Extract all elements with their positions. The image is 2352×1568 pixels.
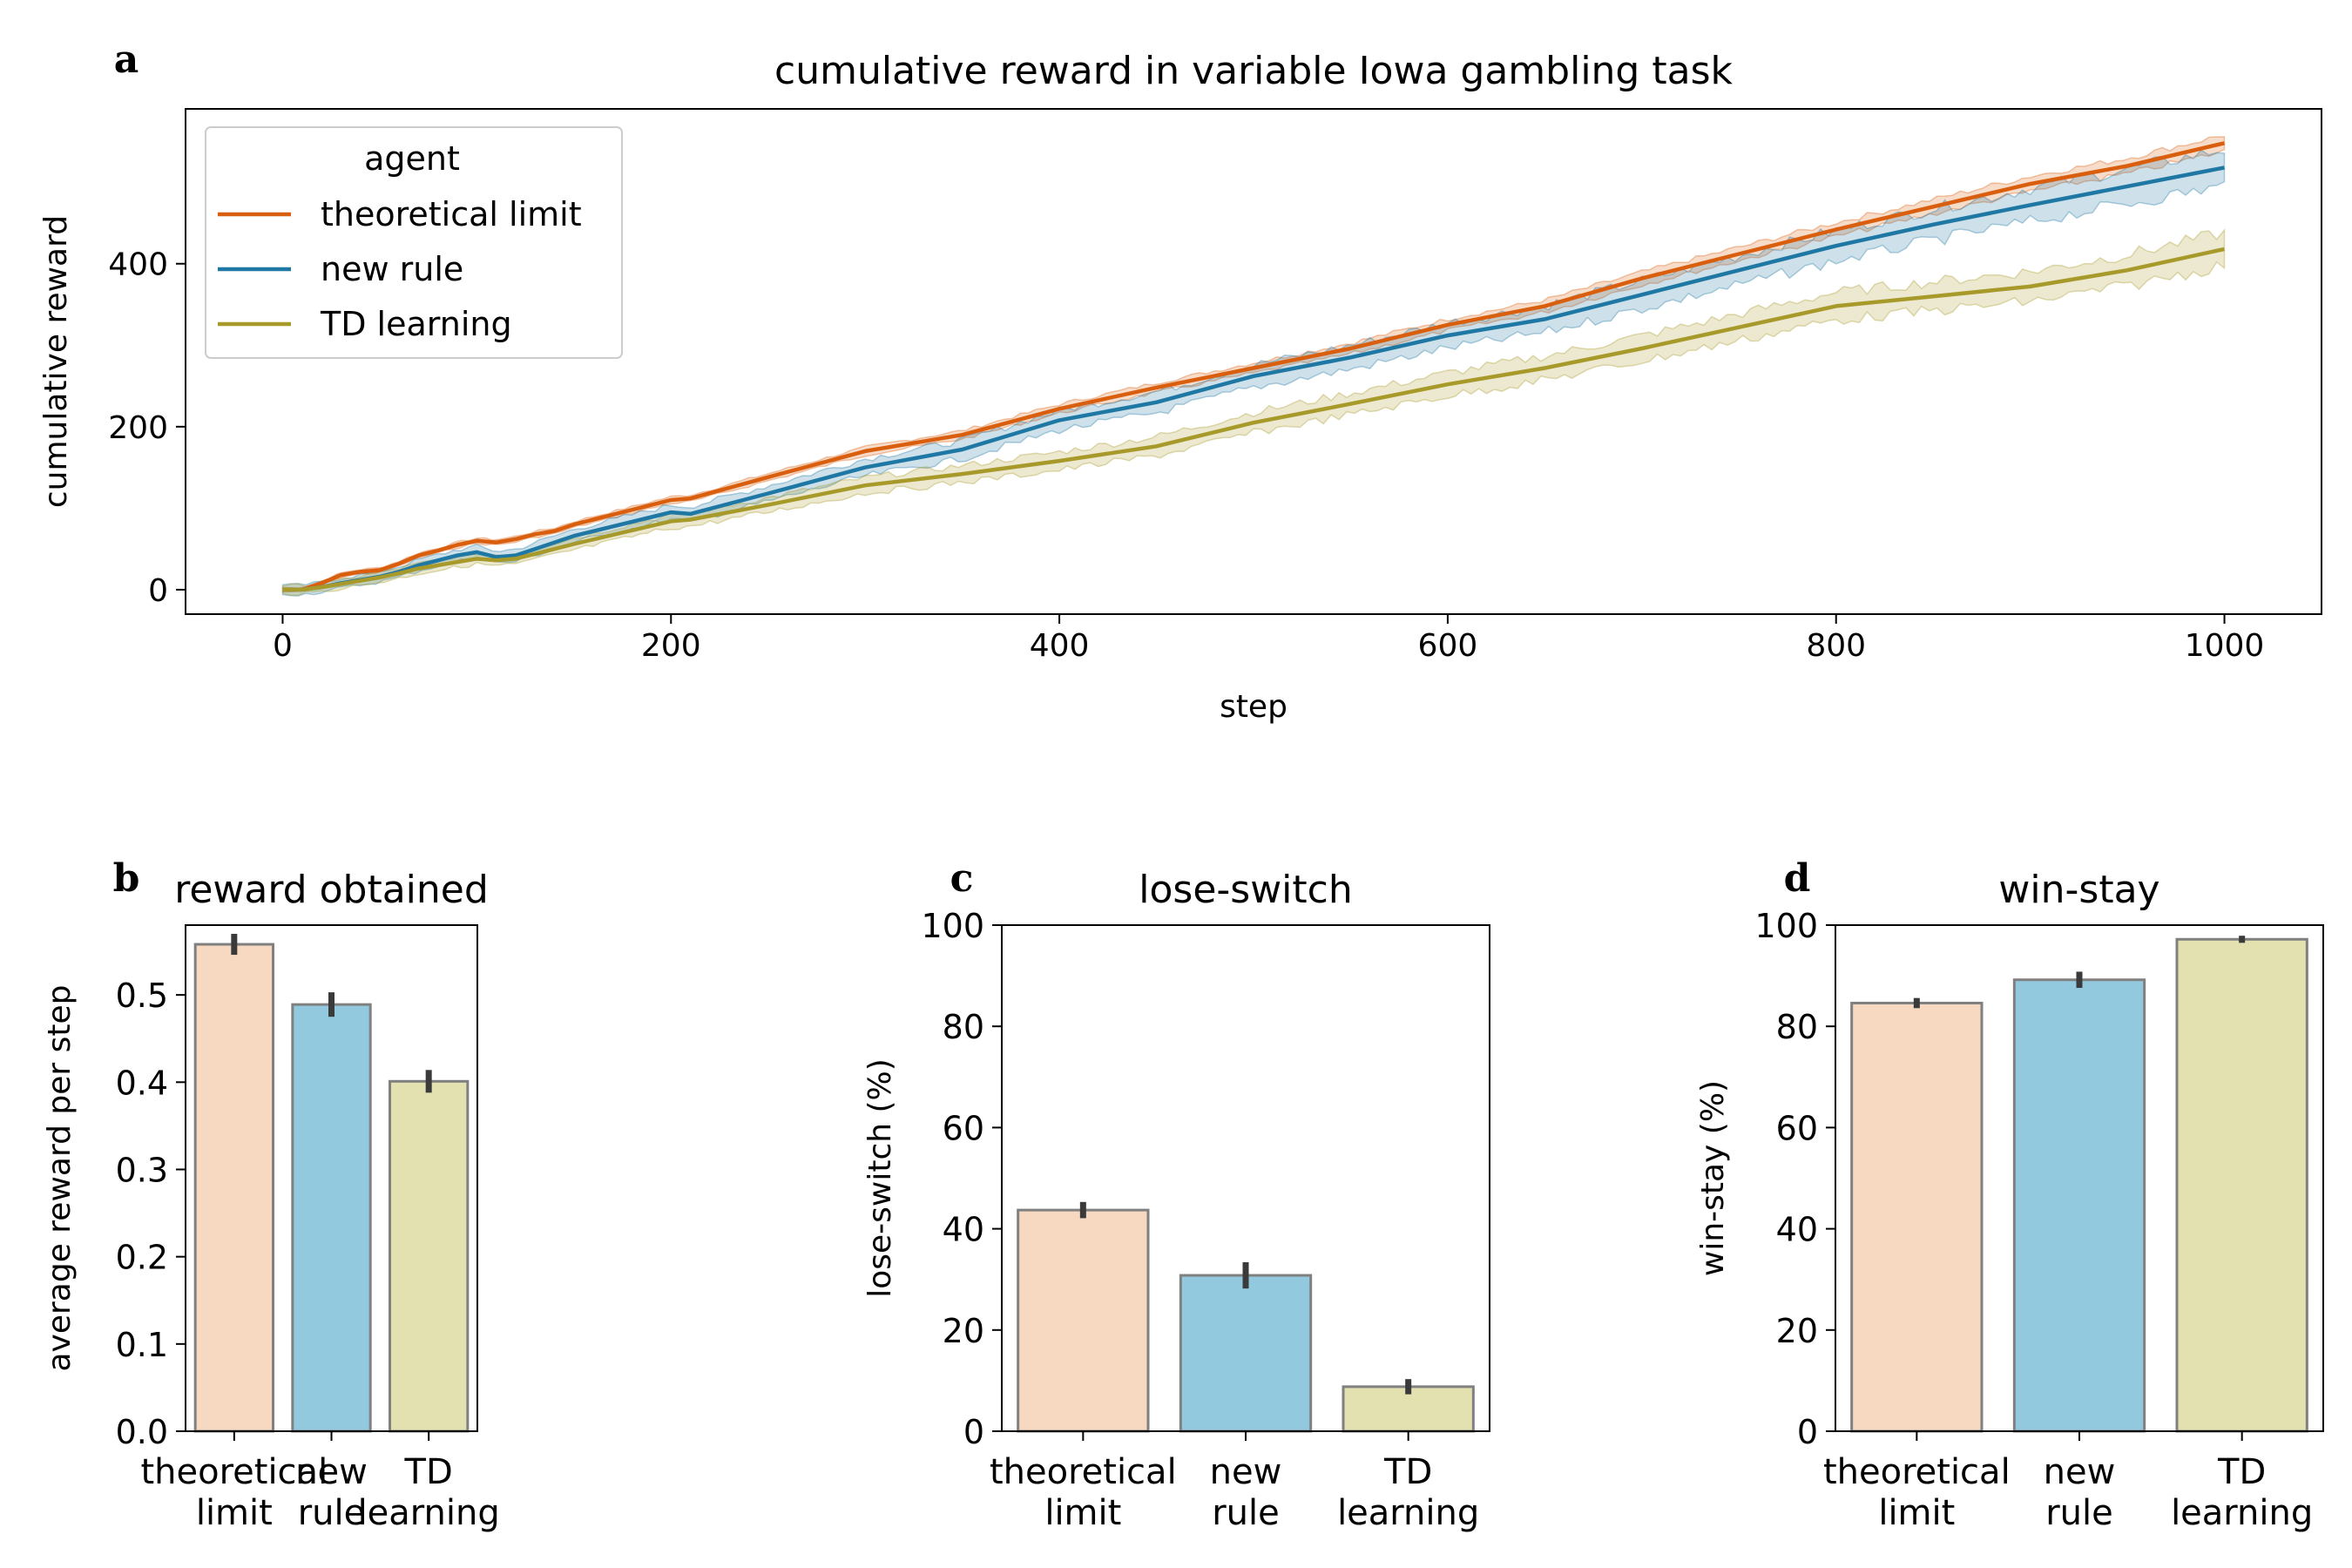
chart-title: win-stay [1998, 868, 2159, 912]
panel-letter-d: d [1784, 856, 1811, 901]
line-theoretical-limit [282, 141, 2226, 592]
x-tick-label: TD [404, 1452, 453, 1492]
y-tick-label: 0.1 [116, 1326, 168, 1364]
x-tick-label: theoretical [140, 1452, 328, 1492]
axes-frame-a [185, 108, 2322, 615]
x-tick-label: TD [1383, 1452, 1432, 1492]
x-tick-label: rule [298, 1493, 366, 1533]
x-tick-label: learning [1337, 1493, 1479, 1533]
axes-frame-c [1001, 924, 1490, 1432]
y-tick-label: 0.3 [116, 1151, 168, 1189]
x-tick-label: 0 [273, 628, 293, 664]
bar [1850, 1001, 1984, 1433]
axes-frame-d [1835, 924, 2324, 1432]
y-axis-label: cumulative reward [38, 215, 74, 508]
y-tick-label: 60 [943, 1109, 984, 1147]
bar [1017, 1208, 1150, 1433]
legend-label: theoretical limit [321, 195, 582, 233]
band-new-rule [281, 149, 2226, 597]
x-tick-label: theoretical [1823, 1452, 2011, 1492]
x-tick-label: 1000 [2185, 628, 2265, 664]
panel-letter-b: b [113, 856, 140, 901]
bar [193, 943, 275, 1433]
axes-frame-b [185, 924, 478, 1432]
legend-label: new rule [321, 250, 463, 288]
x-tick-label: learning [358, 1493, 500, 1533]
legend-box [205, 126, 623, 359]
x-tick-label: new [295, 1452, 368, 1492]
y-tick-label: 0 [148, 573, 168, 609]
x-tick-label: limit [1044, 1493, 1121, 1533]
chart-title: reward obtained [174, 868, 489, 912]
y-tick-label: 40 [1776, 1211, 1818, 1249]
y-tick-label: 0 [963, 1413, 984, 1451]
y-tick-label: 0 [1797, 1413, 1818, 1451]
x-tick-label: TD [2217, 1452, 2266, 1492]
line-TD-learning [282, 247, 2225, 592]
panel-letter-c: c [950, 856, 974, 901]
x-tick-label: rule [2045, 1493, 2113, 1533]
x-tick-label: learning [2171, 1493, 2313, 1533]
x-axis-label: step [1220, 689, 1288, 725]
bar [1179, 1274, 1313, 1433]
y-axis-label: win-stay (%) [1695, 1080, 1731, 1276]
legend-title: agent [364, 139, 460, 178]
x-tick-label: limit [1878, 1493, 1955, 1533]
y-tick-label: 80 [1776, 1008, 1818, 1046]
y-tick-label: 400 [108, 247, 168, 283]
x-tick-label: 800 [1806, 628, 1866, 664]
y-tick-label: 20 [943, 1312, 984, 1350]
x-tick-label: rule [1212, 1493, 1280, 1533]
y-axis-label: lose-switch (%) [862, 1058, 898, 1298]
panel-letter-a: a [114, 37, 139, 82]
x-tick-label: limit [196, 1493, 273, 1533]
x-tick-label: 200 [641, 628, 701, 664]
y-tick-label: 20 [1776, 1312, 1818, 1350]
y-tick-label: 0.4 [116, 1064, 168, 1102]
chart-title: lose-switch [1139, 868, 1352, 912]
y-tick-label: 0.2 [116, 1239, 168, 1277]
x-tick-label: 400 [1030, 628, 1090, 664]
bar [2175, 937, 2308, 1433]
y-tick-label: 0.5 [116, 977, 168, 1015]
x-tick-label: new [1210, 1452, 1282, 1492]
x-tick-label: 600 [1418, 628, 1478, 664]
y-tick-label: 200 [108, 410, 168, 446]
y-tick-label: 40 [943, 1211, 984, 1249]
y-tick-label: 100 [921, 907, 984, 945]
y-tick-label: 80 [943, 1008, 984, 1046]
y-tick-label: 0.0 [116, 1413, 168, 1451]
y-tick-label: 100 [1754, 907, 1818, 945]
bar [2012, 978, 2146, 1433]
bar [291, 1003, 372, 1433]
y-tick-label: 60 [1776, 1109, 1818, 1147]
y-axis-label: average reward per step [42, 984, 78, 1371]
x-tick-label: theoretical [990, 1452, 1177, 1492]
legend-label: TD learning [320, 305, 512, 343]
x-tick-label: new [2044, 1452, 2116, 1492]
chart-title: cumulative reward in variable Iowa gambl… [774, 49, 1733, 93]
bar [389, 1079, 470, 1433]
